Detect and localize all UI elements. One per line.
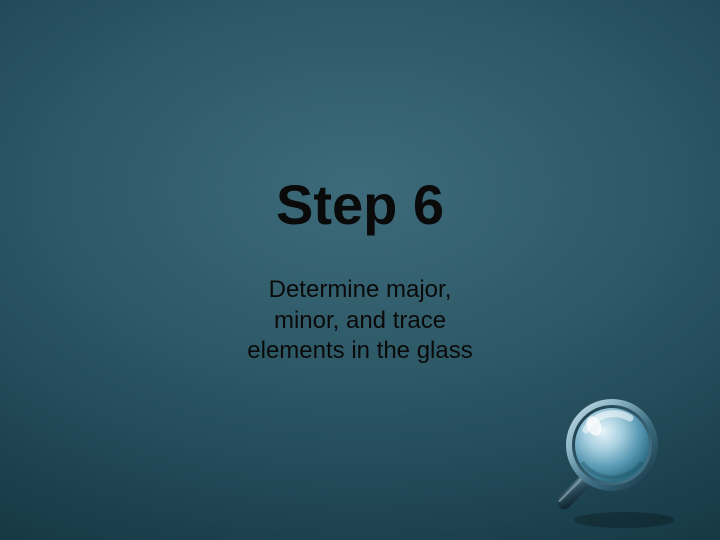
slide-title: Step 6 xyxy=(276,172,444,237)
magnifying-glass-icon xyxy=(552,390,692,530)
subtitle-line-3: elements in the glass xyxy=(247,336,472,367)
slide: Step 6 Determine major, minor, and trace… xyxy=(0,0,720,540)
subtitle-line-1: Determine major, xyxy=(247,275,472,306)
slide-subtitle: Determine major, minor, and trace elemen… xyxy=(247,275,472,367)
subtitle-line-2: minor, and trace xyxy=(247,306,472,337)
